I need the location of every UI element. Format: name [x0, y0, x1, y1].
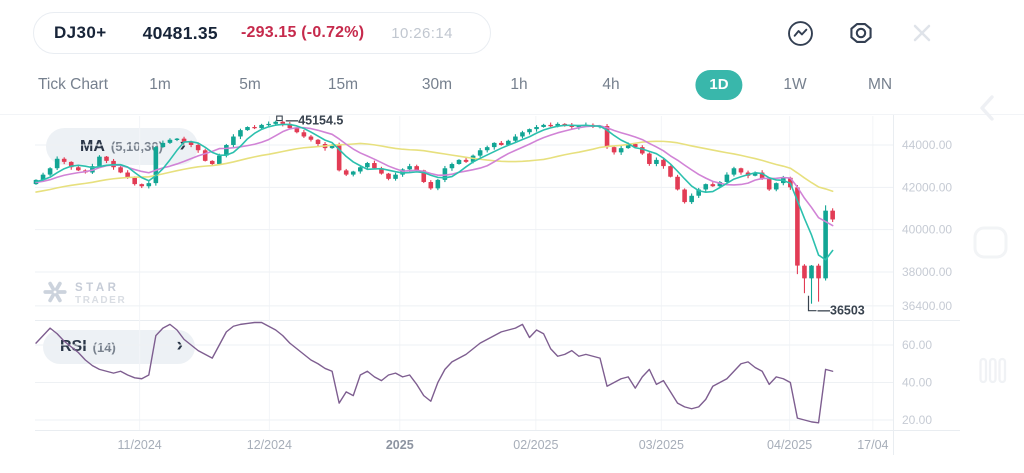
ma-indicator-pill[interactable]: MA (5,10,30) ›: [46, 128, 198, 165]
ma-label: MA: [80, 137, 105, 155]
volume-bars-icon[interactable]: [979, 357, 1009, 390]
svg-text:40.00: 40.00: [902, 376, 932, 390]
svg-text:38000.00: 38000.00: [902, 265, 952, 279]
svg-text:20.00: 20.00: [902, 413, 932, 427]
svg-text:17/04: 17/04: [857, 438, 888, 452]
last-price: 40481.35: [142, 22, 218, 43]
svg-text:2025: 2025: [386, 438, 414, 452]
rsi-indicator-pill[interactable]: RSI (14) ›: [43, 330, 195, 364]
collapse-panel-chevron-icon[interactable]: [975, 92, 1001, 129]
svg-text:60.00: 60.00: [902, 338, 932, 352]
svg-text:11/2024: 11/2024: [118, 438, 162, 452]
tab-tick-chart[interactable]: Tick Chart: [37, 76, 109, 93]
indicator-line-icon[interactable]: [786, 19, 814, 47]
watermark: STAR TRADER: [42, 279, 126, 310]
tab-mn[interactable]: MN: [867, 76, 893, 93]
symbol-summary-pill[interactable]: DJ30+ 40481.35 -293.15 (-0.72%) 10:26:14: [33, 12, 491, 54]
chart-region: STAR TRADER MA (5,10,30) › RSI (14) › 11…: [0, 95, 1024, 473]
svg-text:40000.00: 40000.00: [902, 223, 952, 237]
tab-1d[interactable]: 1D: [695, 70, 743, 100]
svg-text:04/2025: 04/2025: [767, 438, 812, 452]
svg-text:42000.00: 42000.00: [902, 180, 952, 194]
rsi-params: (14): [92, 339, 116, 355]
svg-text:03/2025: 03/2025: [639, 438, 684, 452]
svg-text:—36503: —36503: [818, 304, 865, 318]
server-time: 10:26:14: [391, 24, 453, 42]
header-actions: [786, 19, 936, 47]
svg-text:02/2025: 02/2025: [513, 438, 558, 452]
watermark-line1: STAR: [75, 282, 120, 294]
timeframe-tabs: Tick Chart 1m 5m 15m 30m 1h 4h 1D 1W MN: [0, 70, 960, 100]
price-change: -293.15 (-0.72%): [240, 24, 365, 41]
symbol-name: DJ30+: [54, 23, 107, 42]
settings-gear-icon[interactable]: [847, 19, 875, 47]
svg-text:36400.00: 36400.00: [902, 299, 952, 313]
star-logo-icon: [42, 279, 68, 310]
tab-4h[interactable]: 4h: [602, 76, 620, 93]
svg-text:—45154.5: —45154.5: [286, 114, 344, 128]
tab-1w[interactable]: 1W: [783, 76, 807, 93]
tab-30m[interactable]: 30m: [421, 76, 453, 93]
tab-1h[interactable]: 1h: [510, 76, 528, 93]
svg-text:44000.00: 44000.00: [902, 138, 952, 152]
svg-text:12/2024: 12/2024: [247, 438, 292, 452]
price-chart-canvas[interactable]: 11/2024 12/2024 2025 02/2025 03/2025 04/2025 1…: [0, 114, 1024, 473]
tab-1m[interactable]: 1m: [149, 76, 171, 93]
floating-window-icon[interactable]: [971, 224, 1011, 267]
rsi-label: RSI: [60, 338, 87, 355]
close-icon[interactable]: [908, 19, 936, 47]
chevron-right-icon: ›: [176, 335, 183, 357]
ma-params: (5,10,30): [110, 139, 163, 154]
tab-15m[interactable]: 15m: [327, 76, 359, 93]
watermark-line2: TRADER: [75, 295, 127, 306]
tab-5m[interactable]: 5m: [239, 76, 261, 93]
